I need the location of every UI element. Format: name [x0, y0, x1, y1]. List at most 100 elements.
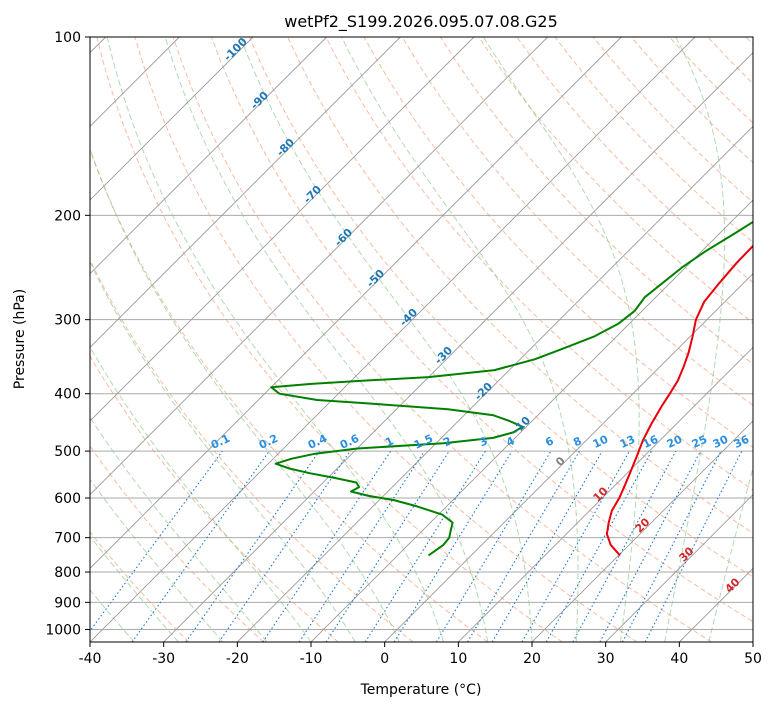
- isotherm: [384, 273, 753, 642]
- moist-adiabat: [90, 147, 400, 642]
- isotherm-label: -80: [274, 136, 297, 159]
- mixing-ratio-line: [644, 450, 743, 642]
- isotherm: [90, 37, 548, 496]
- profiles: [270, 220, 753, 557]
- dry-adiabat: [172, 37, 712, 642]
- mixing-ratio-label: 13: [618, 433, 637, 451]
- dry-adiabat: [90, 258, 414, 642]
- y-tick-label: 100: [54, 30, 81, 46]
- y-tick-label: 600: [54, 491, 81, 507]
- isotherm: [90, 37, 254, 201]
- mixing-ratio-label: 16: [641, 433, 661, 451]
- isotherm-label: -90: [248, 89, 271, 112]
- mixing-ratio-line: [572, 450, 677, 642]
- isotherm: [458, 346, 753, 642]
- y-tick-label: 200: [54, 208, 81, 224]
- mixing-ratio-line: [298, 450, 425, 642]
- isotherm-label: -10: [510, 414, 533, 437]
- y-tick-label: 900: [54, 595, 81, 611]
- y-tick-label: 300: [54, 313, 81, 329]
- isotherm-label: -40: [397, 306, 420, 329]
- y-tick-label: 400: [54, 387, 81, 403]
- x-tick-label: -30: [152, 651, 175, 667]
- y-tick-label: 800: [54, 565, 81, 581]
- moist-adiabat: [164, 37, 489, 642]
- moist-adiabat: [106, 37, 445, 642]
- y-tick-label: 500: [54, 444, 81, 460]
- moist-adiabat: [90, 589, 135, 642]
- mixing-ratio-label: 8: [571, 434, 583, 449]
- mixing-ratio-label: 36: [732, 433, 752, 451]
- mixing-ratio-line: [90, 450, 223, 632]
- mixing-ratio-label: 3: [477, 434, 489, 449]
- mixing-ratio-label: 1.5: [412, 432, 435, 452]
- mixing-ratio-line: [393, 450, 513, 642]
- dry-adiabat: [363, 37, 753, 448]
- x-tick-label: 40: [670, 651, 688, 667]
- mixing-ratio-line: [545, 450, 653, 642]
- x-tick-label: 50: [744, 651, 762, 667]
- isotherm: [310, 199, 753, 642]
- moist-adiabat: [482, 37, 640, 642]
- moist-adiabats: [90, 37, 753, 642]
- x-axis-ticks: -40 -30 -20 -10 0 10 20 30 40 50: [79, 642, 762, 667]
- y-axis-ticks: 100 200 300 400 500 600 700 800 900 1000: [45, 30, 90, 638]
- y-axis-label: Pressure (hPa): [12, 289, 28, 389]
- mixing-ratio-line: [491, 450, 603, 642]
- dry-adiabat: [210, 37, 753, 623]
- x-axis-label: Temperature (°C): [360, 682, 482, 698]
- isotherm-label: -50: [364, 267, 387, 290]
- isotherm: [163, 52, 753, 642]
- chart-title: wetPf2_S199.2026.095.07.08.G25: [284, 12, 558, 32]
- x-tick-label: -40: [79, 651, 102, 667]
- x-tick-label: 0: [380, 651, 389, 667]
- mixing-ratio-line: [185, 450, 320, 642]
- isotherm-label: -20: [472, 380, 495, 403]
- moist-adiabat: [90, 478, 223, 642]
- dry-adiabat: [90, 531, 190, 642]
- mixing-ratio-label: 0.1: [209, 432, 232, 452]
- isotherm: [90, 37, 475, 422]
- dry-adiabat: [401, 37, 753, 406]
- isotherm: [531, 420, 753, 642]
- x-tick-label: 20: [523, 651, 541, 667]
- y-tick-label: 700: [54, 531, 81, 547]
- mixing-ratio-label: 20: [665, 433, 685, 451]
- mixing-ratio-label: 30: [711, 433, 731, 451]
- mixing-ratio-line: [435, 450, 552, 642]
- mixing-ratio-line: [262, 450, 392, 642]
- mixing-ratio-label: 25: [690, 433, 709, 451]
- isotherm: [90, 37, 696, 642]
- isotherm-label: -30: [432, 344, 455, 367]
- isotherm: [237, 125, 753, 642]
- mixing-ratio-line: [218, 450, 351, 642]
- isotherm: [605, 494, 753, 642]
- moist-adiabat: [90, 535, 179, 642]
- isotherm-label: 40: [723, 575, 743, 595]
- dry-adiabat: [478, 37, 753, 324]
- x-tick-label: -10: [300, 651, 323, 667]
- x-tick-label: 30: [597, 651, 615, 667]
- isotherms: [90, 37, 753, 642]
- moist-adiabat: [90, 260, 356, 642]
- isotherm: [90, 37, 401, 348]
- isotherm-label: -60: [332, 226, 355, 249]
- dry-adiabat: [90, 355, 339, 642]
- dewpoint-profile: [270, 220, 753, 557]
- moist-adiabat: [341, 37, 579, 642]
- dry-adiabat: [439, 37, 753, 365]
- moist-adiabat: [664, 37, 726, 642]
- x-tick-label: 10: [449, 651, 467, 667]
- mixing-ratio-lines: [90, 450, 743, 642]
- moist-adiabat: [708, 466, 753, 642]
- y-tick-label: 1000: [45, 622, 81, 638]
- dry-adiabat: [516, 37, 753, 284]
- x-tick-label: -20: [226, 651, 249, 667]
- mixing-ratio-line: [325, 450, 450, 642]
- dry-adiabat: [96, 37, 563, 642]
- dry-adiabat: [287, 37, 753, 534]
- isotherm-label: 10: [591, 484, 611, 504]
- temperature-profile: [605, 244, 753, 557]
- dry-adiabat: [134, 37, 638, 642]
